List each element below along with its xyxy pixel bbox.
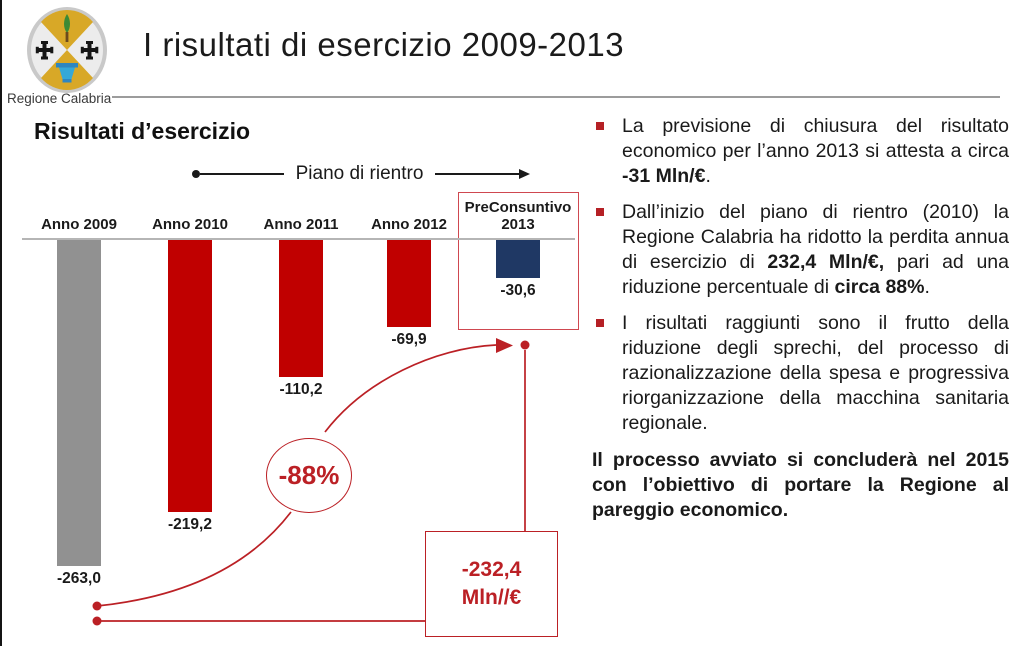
logo-caption: Regione Calabria (7, 91, 112, 106)
percent-reduction-value: -88% (278, 460, 340, 490)
phase-arrow-label: Piano di rientro (295, 163, 424, 184)
bar-anno-2009 (57, 240, 101, 566)
bullet-item-2: Dall’inizio del piano di rientro (2010) … (592, 200, 1009, 300)
bar-value-label: -219,2 (168, 516, 212, 533)
bullet-text: La previsione di chiusura del risultato … (622, 115, 1009, 162)
bullet-text: . (705, 165, 711, 187)
bar-value-label: -30,6 (500, 282, 536, 299)
phase-arrow: Piano di rientro (192, 163, 531, 184)
bullet-item-1: La previsione di chiusura del risultato … (592, 114, 1009, 189)
bullet-text-bold: circa 88% (834, 276, 925, 298)
arrow-line (435, 173, 520, 175)
curve-arrowhead-icon (496, 338, 513, 353)
bar-value-label: -69,9 (391, 331, 427, 348)
delta-value: -232,4 (461, 558, 522, 581)
chart-title: Risultati d’esercizio (34, 118, 251, 144)
bullet-text-bold: 232,4 Mln/€, (767, 251, 885, 273)
bullet-item-3: I risultati raggiunti sono il frutto del… (592, 311, 1009, 436)
connector-dot-icon (92, 616, 102, 626)
bar-value-label: -263,0 (57, 570, 101, 587)
bullet-marker-icon (596, 319, 604, 327)
bullet-marker-icon (596, 208, 604, 216)
text-panel: La previsione di chiusura del risultato … (592, 114, 1009, 523)
bullet-marker-icon (596, 122, 604, 130)
category-label: Anno 2009 (41, 216, 117, 233)
closing-paragraph: Il processo avviato si concluderà nel 20… (592, 449, 1009, 521)
bullet-text: I risultati raggiunti sono il frutto del… (622, 312, 1009, 434)
connector-dot-icon (520, 340, 530, 350)
bar-anno-2012 (387, 240, 431, 327)
bar-value-label: -110,2 (279, 381, 323, 398)
delta-unit: Mln//€ (461, 586, 522, 609)
preconsuntivo-highlight-box (458, 192, 579, 330)
percent-reduction-badge: -88% (266, 438, 352, 513)
bar-preconsuntivo-2013 (496, 240, 540, 278)
category-label: Anno 2010 (152, 216, 228, 233)
bullet-text-bold: -31 Mln/€ (622, 165, 706, 187)
page-left-border (0, 0, 2, 646)
bullet-text: Dall’inizio del piano di rientro (2010) … (622, 201, 1009, 273)
chart-baseline-axis (22, 238, 575, 240)
bullet-text: pari ad una riduzione percentuale di (622, 251, 1009, 298)
header-divider (112, 96, 1000, 98)
delta-callout-box: -232,4 Mln//€ (425, 531, 558, 637)
arrow-head-icon (519, 169, 531, 179)
category-label: PreConsuntivo 2013 (464, 199, 572, 233)
bar-anno-2011 (279, 240, 323, 377)
slide-title: I risultati di esercizio 2009-2013 (143, 26, 625, 63)
bar-anno-2010 (168, 240, 212, 512)
category-label: Anno 2012 (371, 216, 447, 233)
arrow-start-dot-icon (192, 170, 200, 178)
regione-calabria-logo-icon (22, 6, 112, 96)
bullet-text: . (924, 276, 930, 298)
arrow-line (200, 173, 284, 175)
connector-dot-icon (92, 601, 102, 611)
category-label: Anno 2011 (263, 216, 339, 233)
